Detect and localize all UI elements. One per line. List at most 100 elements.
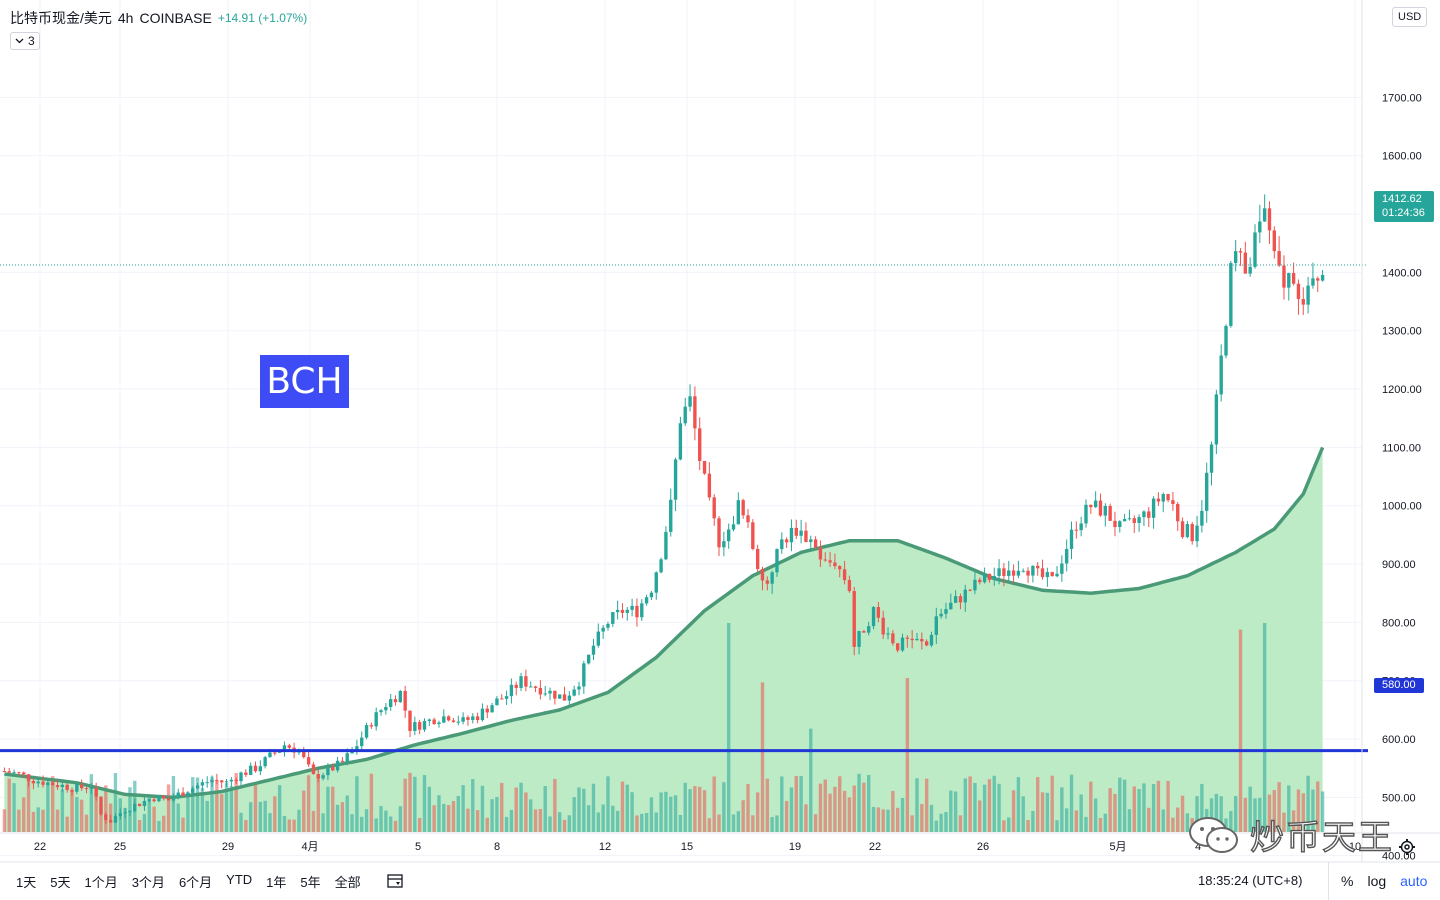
volume-bar bbox=[1069, 774, 1074, 832]
price-tick-label: 500.00 bbox=[1382, 792, 1416, 804]
volume-bar bbox=[1026, 819, 1030, 832]
volume-bar bbox=[384, 810, 388, 832]
candle-body bbox=[123, 812, 127, 814]
interval-label[interactable]: 4h bbox=[117, 10, 134, 26]
ma-area-fill bbox=[4, 447, 1323, 832]
volume-bar bbox=[920, 804, 924, 832]
timeframe-ytd[interactable]: YTD bbox=[226, 871, 253, 887]
volume-bar bbox=[2, 809, 7, 832]
volume-bar bbox=[393, 820, 398, 832]
candle-body bbox=[736, 500, 741, 525]
volume-bar bbox=[1045, 792, 1050, 832]
candle-body bbox=[905, 637, 910, 639]
candle-body bbox=[1040, 568, 1045, 578]
volume-bar bbox=[1084, 816, 1088, 832]
timeframe-6m[interactable]: 6个月 bbox=[178, 874, 213, 890]
candle-body bbox=[958, 596, 963, 603]
volume-bar bbox=[51, 776, 55, 832]
price-tick-label: 1200.00 bbox=[1382, 384, 1422, 396]
candle-body bbox=[973, 579, 977, 591]
timeframe-all[interactable]: 全部 bbox=[334, 874, 361, 890]
time-tick-label: 19 bbox=[789, 841, 801, 853]
candle-body bbox=[1219, 355, 1223, 395]
volume-bar bbox=[176, 803, 180, 832]
exchange-label: COINBASE bbox=[139, 10, 212, 26]
volume-bar bbox=[673, 795, 678, 832]
timeframe-1d[interactable]: 1天 bbox=[16, 874, 37, 890]
volume-bar bbox=[364, 809, 369, 832]
volume-bar bbox=[924, 778, 929, 832]
candle-body bbox=[118, 813, 122, 817]
log-scale-toggle[interactable]: log bbox=[1367, 873, 1387, 889]
candle-body bbox=[765, 580, 770, 584]
volume-bar bbox=[726, 623, 731, 832]
volume-bar bbox=[847, 797, 852, 832]
volume-bar bbox=[1007, 817, 1011, 832]
currency-button[interactable]: USD bbox=[1392, 7, 1428, 27]
volume-bar bbox=[548, 816, 552, 832]
candle-body bbox=[1016, 570, 1021, 576]
volume-bar bbox=[529, 799, 533, 832]
volume-bar bbox=[331, 786, 335, 832]
volume-bar bbox=[75, 797, 79, 832]
volume-bar bbox=[852, 785, 856, 832]
volume-bar bbox=[55, 809, 60, 832]
timeframe-5d[interactable]: 5天 bbox=[50, 874, 71, 890]
timeframe-1y[interactable]: 1年 bbox=[266, 874, 287, 890]
volume-bar bbox=[862, 782, 866, 832]
volume-bar bbox=[128, 787, 132, 832]
volume-bar bbox=[113, 773, 118, 832]
candle-body bbox=[828, 560, 832, 563]
volume-bar bbox=[968, 776, 972, 832]
volume-bar bbox=[162, 815, 166, 832]
volume-bar bbox=[1311, 789, 1315, 832]
volume-bar bbox=[1306, 775, 1310, 832]
volume-bar bbox=[992, 775, 996, 832]
volume-bar bbox=[1272, 790, 1276, 832]
candle-body bbox=[809, 539, 813, 543]
candle-body bbox=[842, 569, 847, 581]
candle-body bbox=[1224, 325, 1228, 356]
symbol-name[interactable]: 比特币现金/美元 bbox=[10, 10, 112, 26]
volume-bar bbox=[702, 790, 707, 832]
auto-scale-toggle[interactable]: auto bbox=[1400, 873, 1428, 889]
goto-date-icon[interactable] bbox=[387, 873, 405, 889]
volume-bar bbox=[813, 814, 818, 832]
candle-body bbox=[683, 406, 687, 424]
volume-bar bbox=[519, 782, 523, 832]
candle-body bbox=[968, 589, 972, 591]
volume-bar bbox=[1055, 820, 1059, 832]
candle-body bbox=[485, 708, 489, 713]
candle-body bbox=[157, 795, 161, 802]
indicators-toggle-button[interactable]: 3 bbox=[10, 32, 40, 50]
candle-body bbox=[823, 559, 827, 561]
volume-bar bbox=[620, 781, 625, 832]
candle-body bbox=[1122, 518, 1127, 522]
candle-body bbox=[466, 717, 470, 720]
gear-icon[interactable] bbox=[1398, 838, 1416, 856]
candle-body bbox=[244, 772, 248, 775]
candle-body bbox=[586, 654, 591, 664]
candle-body bbox=[929, 634, 934, 646]
candle-body bbox=[509, 684, 514, 697]
volume-bar bbox=[427, 786, 432, 832]
candle-body bbox=[1002, 568, 1006, 576]
moving-average-line bbox=[4, 446, 1325, 800]
candle-body bbox=[606, 623, 610, 628]
volume-bar bbox=[939, 813, 943, 832]
percent-scale-toggle[interactable]: % bbox=[1341, 873, 1354, 889]
candle-body bbox=[374, 712, 378, 727]
volume-bar bbox=[1002, 820, 1006, 832]
candle-body bbox=[1050, 572, 1054, 577]
candle-body bbox=[456, 721, 460, 723]
time-tick-label: 10 bbox=[1349, 841, 1361, 853]
timeframe-1m[interactable]: 1个月 bbox=[84, 874, 118, 890]
timeframe-3m[interactable]: 3个月 bbox=[131, 874, 165, 890]
utc-clock[interactable]: 18:35:24 (UTC+8) bbox=[1198, 873, 1303, 888]
volume-bar bbox=[707, 818, 712, 832]
volume-bar bbox=[543, 786, 547, 832]
timeframe-5y[interactable]: 5年 bbox=[300, 874, 321, 890]
chevron-down-icon bbox=[15, 38, 24, 44]
candle-body bbox=[794, 527, 798, 536]
